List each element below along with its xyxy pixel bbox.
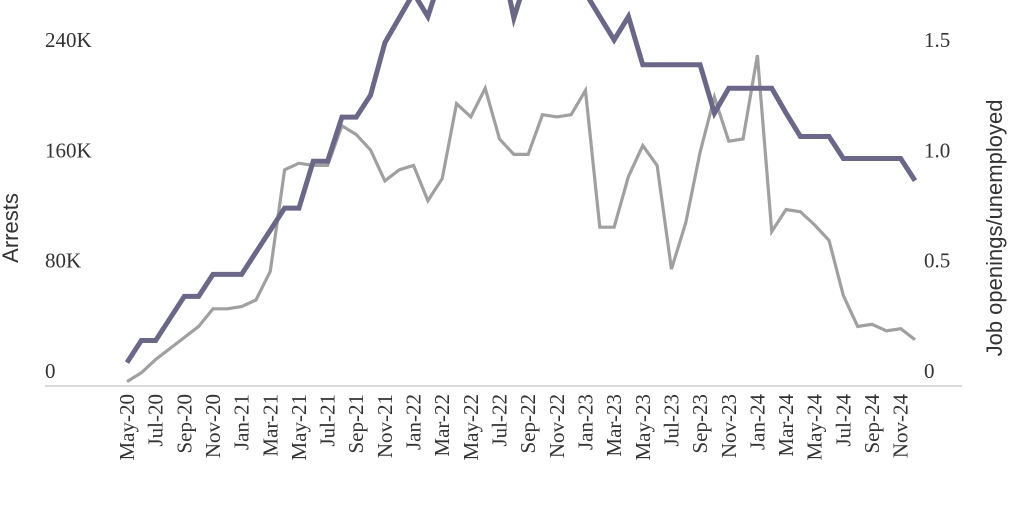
x-tick-label: Sep-23 [688,394,712,454]
x-tick-label: Jan-22 [402,394,426,450]
x-axis-ticks: May-20 Jul-20 Sep-20 Nov-20 Jan-21 Mar-21 May-… [115,394,913,461]
x-tick-label: Jul-20 [144,394,168,447]
x-tick-label: Mar-24 [774,394,798,457]
x-tick-label: Jan-23 [573,394,597,450]
left-axis-title: Arrests [0,193,23,263]
x-tick-label: May-23 [631,394,655,461]
x-tick-label: Nov-20 [201,394,225,458]
x-tick-label: Jan-24 [745,394,769,450]
left-axis-ticks: 0 80K 160K 240K [45,28,92,383]
x-tick-label: May-24 [803,394,827,461]
x-tick-label: Mar-23 [602,394,626,457]
x-tick-label: Sep-22 [516,394,540,454]
x-tick-label: Sep-20 [172,394,196,454]
x-tick-label: May-22 [459,394,483,461]
left-tick-label: 80K [45,249,81,273]
x-tick-label: Sep-24 [860,394,884,454]
series-line-job-openings-ratio [126,54,916,383]
x-tick-label: Nov-21 [373,394,397,458]
x-tick-label: Nov-22 [545,394,569,458]
x-tick-label: Jul-24 [831,394,855,447]
right-tick-label: 0 [924,359,935,383]
series-group [124,0,918,383]
x-tick-label: May-21 [287,394,311,461]
x-tick-label: Jul-23 [659,394,683,447]
left-tick-label: 0 [45,359,56,383]
right-tick-label: 1.0 [924,138,950,162]
x-tick-label: Nov-23 [717,394,741,458]
left-tick-label: 240K [45,28,92,52]
x-tick-label: Mar-22 [430,394,454,457]
x-tick-label: Mar-21 [258,394,282,457]
right-axis-ticks: 0 0.5 1.0 1.5 [924,28,950,383]
right-tick-label: 0.5 [924,249,950,273]
series-line-arrests [124,0,918,364]
x-tick-label: May-20 [115,394,139,461]
right-axis-title: Job openings/unemployed [982,100,1007,357]
left-tick-label: 160K [45,138,92,162]
x-tick-label: Sep-21 [344,394,368,454]
x-tick-label: Jul-22 [488,394,512,447]
right-tick-label: 1.5 [924,28,950,52]
x-tick-label: Jan-21 [230,394,254,450]
x-tick-label: Jul-21 [316,394,340,447]
x-tick-label: Nov-24 [889,394,913,459]
